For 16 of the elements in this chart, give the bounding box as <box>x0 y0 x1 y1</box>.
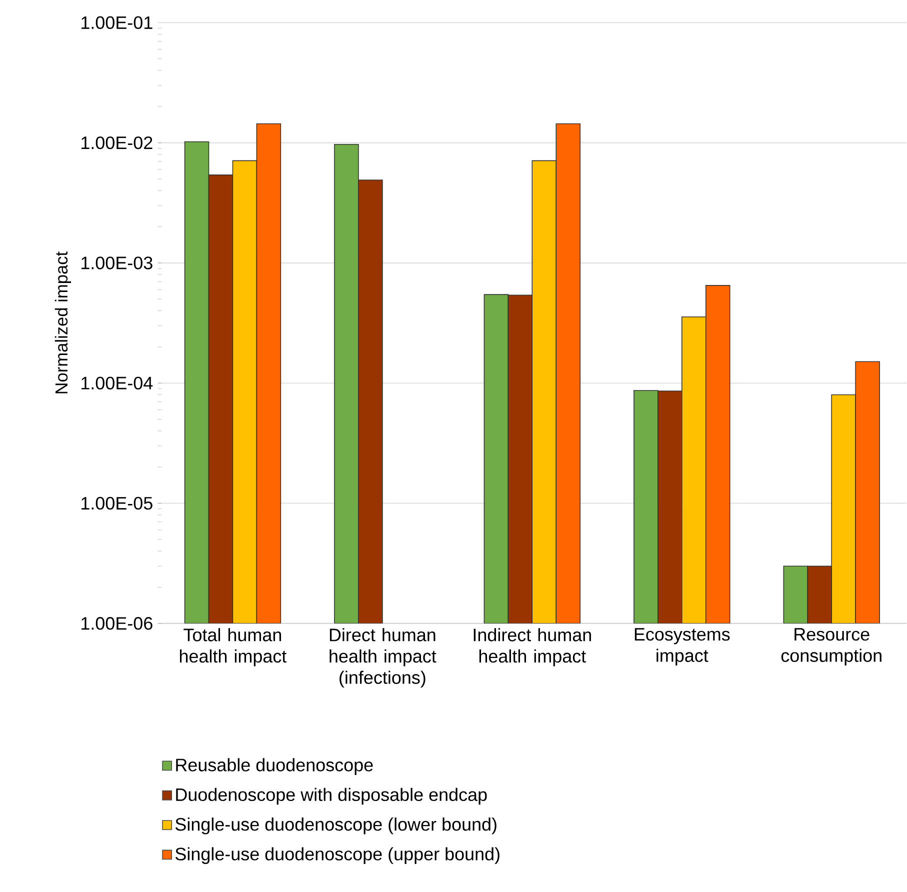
x-tick-label: Indirect human health impact <box>474 628 591 666</box>
y-tick-label: 1.00E-06 <box>82 616 152 630</box>
legend-label: Reusable duodenoscope <box>176 758 373 775</box>
y-tick-label: 1.00E-05 <box>82 496 152 510</box>
y-axis-title: Normalized impact <box>54 251 72 394</box>
legend-label: Single-use duodenoscope (lower bound) <box>175 817 496 834</box>
x-tick-label: Direct human health impact (infections) <box>330 628 436 688</box>
x-tick-label: Resource consumption <box>781 628 882 666</box>
x-tick-label: Total human health impact <box>180 628 287 666</box>
y-tick-label: 1.00E-01 <box>82 16 152 29</box>
y-tick-label: 1.00E-03 <box>82 256 152 270</box>
legend-label: Single-use duodenoscope (upper bound) <box>175 846 500 864</box>
x-tick-label: Ecosystems impact <box>634 628 730 666</box>
y-tick-label: 1.00E-04 <box>82 376 153 390</box>
legend-label: Duodenoscope with disposable endcap <box>176 788 487 804</box>
y-tick-label: 1.00E-02 <box>82 136 152 149</box>
